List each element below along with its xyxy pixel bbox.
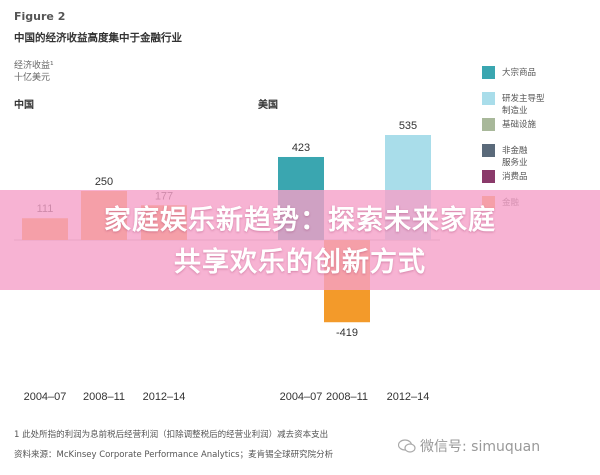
legend-label-2: 基础设施	[502, 119, 537, 130]
overlay-banner	[0, 190, 600, 290]
banner-headline-line2: 共享欢乐的创新方式	[174, 247, 426, 278]
panel-title-us: 美国	[258, 100, 278, 111]
footnote: 1 此处所指的利润为息前税后经营利润（扣除调整税后的经营业利润）减去资本支出	[14, 430, 329, 440]
wechat-icon	[398, 439, 416, 453]
watermark-text: 微信号: simuquan	[420, 439, 541, 455]
legend-label-3: 非金融	[502, 145, 528, 156]
tick-label-us-1: 2008–11	[326, 391, 368, 403]
unit-label-line1: 经济收益¹	[14, 61, 54, 71]
tick-label-china-0: 2004–07	[24, 391, 67, 403]
legend-label-4: 消费品	[502, 171, 528, 182]
source-note: 资料来源：McKinsey Corporate Performance Anal…	[14, 450, 334, 460]
tick-label-china-1: 2008–11	[83, 391, 125, 403]
legend-label-0: 大宗商品	[502, 67, 536, 78]
unit-label-line2: 十亿美元	[14, 73, 51, 83]
panel-title-china: 中国	[14, 100, 34, 111]
legend-swatch-0	[482, 66, 495, 79]
data-label-china-1: 250	[95, 176, 113, 188]
legend-label-1-line2: 制造业	[502, 105, 528, 116]
tick-label-china-2: 2012–14	[143, 391, 186, 403]
data-label-us-1: -419	[336, 327, 358, 339]
legend-swatch-2	[482, 118, 495, 131]
legend-swatch-1	[482, 92, 495, 105]
legend-swatch-4	[482, 170, 495, 183]
figure-label: Figure 2	[14, 10, 66, 23]
data-label-us-2: 535	[399, 120, 417, 132]
tick-label-us-0: 2004–07	[280, 391, 323, 403]
legend-label-1: 研发主导型	[502, 93, 545, 104]
legend-label-3-line2: 服务业	[502, 157, 528, 168]
legend-swatch-3	[482, 144, 495, 157]
figure-title: 中国的经济收益高度集中于金融行业	[14, 32, 182, 44]
data-label-us-0: 423	[292, 142, 310, 154]
banner-headline-line1: 家庭娱乐新趋势：探索未来家庭	[104, 205, 496, 236]
watermark: 微信号: simuquan	[398, 436, 540, 456]
tick-label-us-2: 2012–14	[387, 391, 430, 403]
